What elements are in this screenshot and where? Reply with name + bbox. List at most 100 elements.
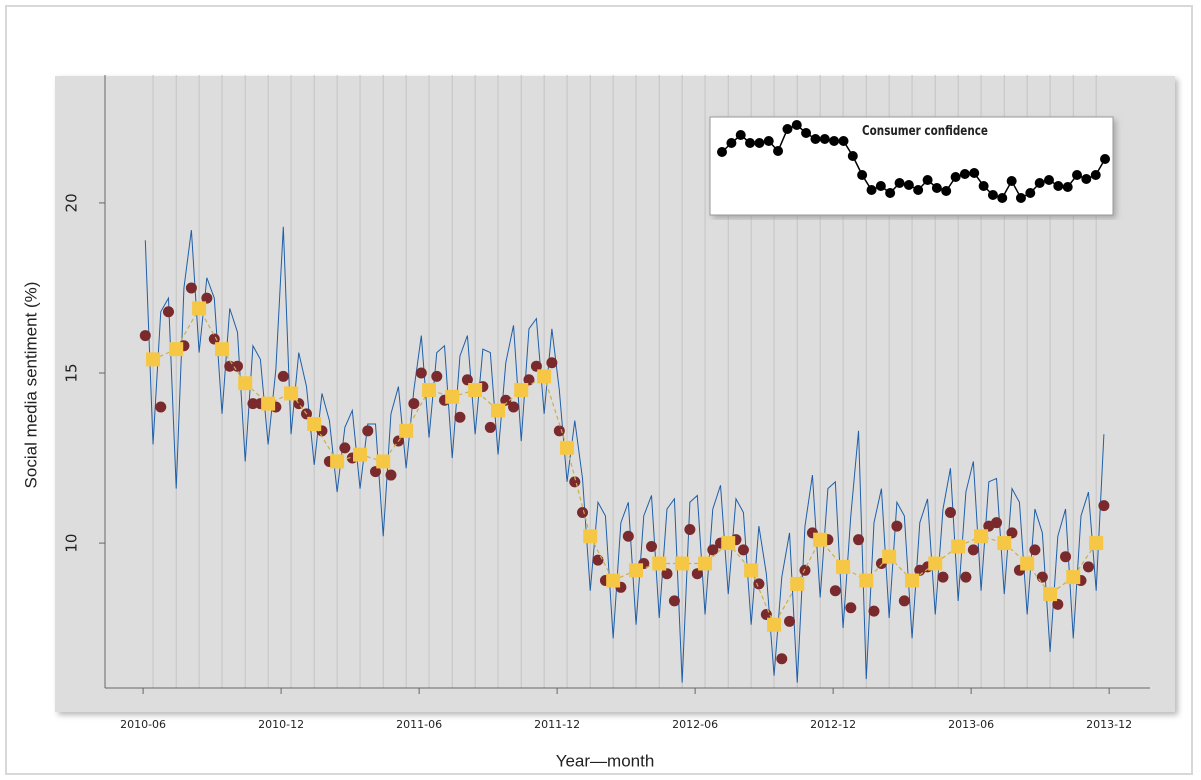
- dot: [208, 333, 220, 345]
- square: [1066, 570, 1081, 585]
- dot: [707, 544, 719, 556]
- dot: [716, 147, 727, 157]
- dot: [913, 185, 924, 195]
- dot: [500, 394, 512, 406]
- dot: [508, 401, 520, 413]
- y-tick-label: 20: [63, 193, 81, 212]
- square: [1043, 587, 1058, 602]
- dot: [1060, 551, 1072, 563]
- dot: [1015, 193, 1026, 203]
- dot: [745, 138, 756, 148]
- dot: [753, 578, 765, 590]
- dot: [224, 360, 236, 372]
- dot: [691, 568, 703, 580]
- inset-plot: [716, 120, 1111, 203]
- square: [422, 383, 437, 398]
- x-tick-label: 2010-12: [258, 718, 304, 731]
- x-tick-label: 2013-06: [948, 718, 994, 731]
- x-tick-label: 2010-06: [120, 718, 166, 731]
- dot: [1006, 176, 1017, 186]
- dot: [484, 421, 496, 433]
- dot: [773, 146, 784, 156]
- square: [583, 529, 598, 544]
- dot: [735, 130, 746, 140]
- dot: [454, 411, 466, 423]
- dot: [408, 398, 420, 410]
- square: [698, 556, 713, 571]
- dot: [577, 506, 589, 518]
- dot: [941, 186, 952, 196]
- square: [146, 352, 161, 367]
- dot: [969, 168, 980, 178]
- square: [307, 417, 322, 432]
- dot: [1006, 527, 1018, 539]
- dot: [431, 370, 443, 382]
- square: [238, 376, 253, 391]
- square: [376, 454, 391, 469]
- square: [284, 386, 299, 401]
- square: [951, 539, 966, 554]
- square: [445, 389, 460, 404]
- dot: [1052, 598, 1064, 610]
- dot: [277, 370, 289, 382]
- dot: [668, 595, 680, 607]
- dot: [875, 181, 886, 191]
- dot: [891, 520, 903, 532]
- square: [744, 563, 759, 578]
- dot: [1081, 174, 1092, 184]
- dot: [461, 374, 473, 386]
- dot: [569, 476, 581, 488]
- square: [974, 529, 989, 544]
- dot: [838, 136, 849, 146]
- square: [928, 556, 943, 571]
- dot: [967, 544, 979, 556]
- dot: [1036, 571, 1048, 583]
- dot: [737, 544, 749, 556]
- dot: [546, 357, 558, 369]
- dot: [231, 360, 243, 372]
- square: [997, 536, 1012, 551]
- dot: [684, 523, 696, 535]
- square: [537, 369, 552, 384]
- dot: [139, 330, 151, 342]
- dot: [754, 138, 765, 148]
- dot: [857, 170, 868, 180]
- dot: [799, 564, 811, 576]
- dot: [898, 595, 910, 607]
- square: [353, 447, 368, 462]
- dot: [162, 306, 174, 318]
- square: [767, 617, 782, 632]
- square: [836, 559, 851, 574]
- square: [215, 342, 230, 357]
- square: [468, 383, 483, 398]
- dot: [1090, 170, 1101, 180]
- series-line: [144, 226, 1105, 683]
- dot: [960, 571, 972, 583]
- x-tick-label: 2013-12: [1086, 718, 1132, 731]
- dot: [362, 425, 374, 437]
- y-tick-label: 15: [63, 363, 81, 382]
- dot: [978, 181, 989, 191]
- dot: [530, 360, 542, 372]
- dot: [385, 469, 397, 481]
- dot: [592, 554, 604, 566]
- dot: [523, 374, 535, 386]
- dot: [782, 124, 793, 134]
- dot: [847, 151, 858, 161]
- square: [859, 573, 874, 588]
- dot: [1072, 170, 1083, 180]
- dot: [829, 136, 840, 146]
- dot: [1025, 188, 1036, 198]
- square: [330, 454, 345, 469]
- square: [192, 301, 207, 316]
- dot: [944, 506, 956, 518]
- square: [882, 549, 897, 564]
- square: [491, 403, 506, 418]
- dot: [1034, 178, 1045, 188]
- square: [399, 423, 414, 438]
- x-tick-label: 2011-06: [396, 718, 442, 731]
- dot: [185, 282, 197, 294]
- dot: [931, 183, 942, 193]
- dot: [155, 401, 167, 413]
